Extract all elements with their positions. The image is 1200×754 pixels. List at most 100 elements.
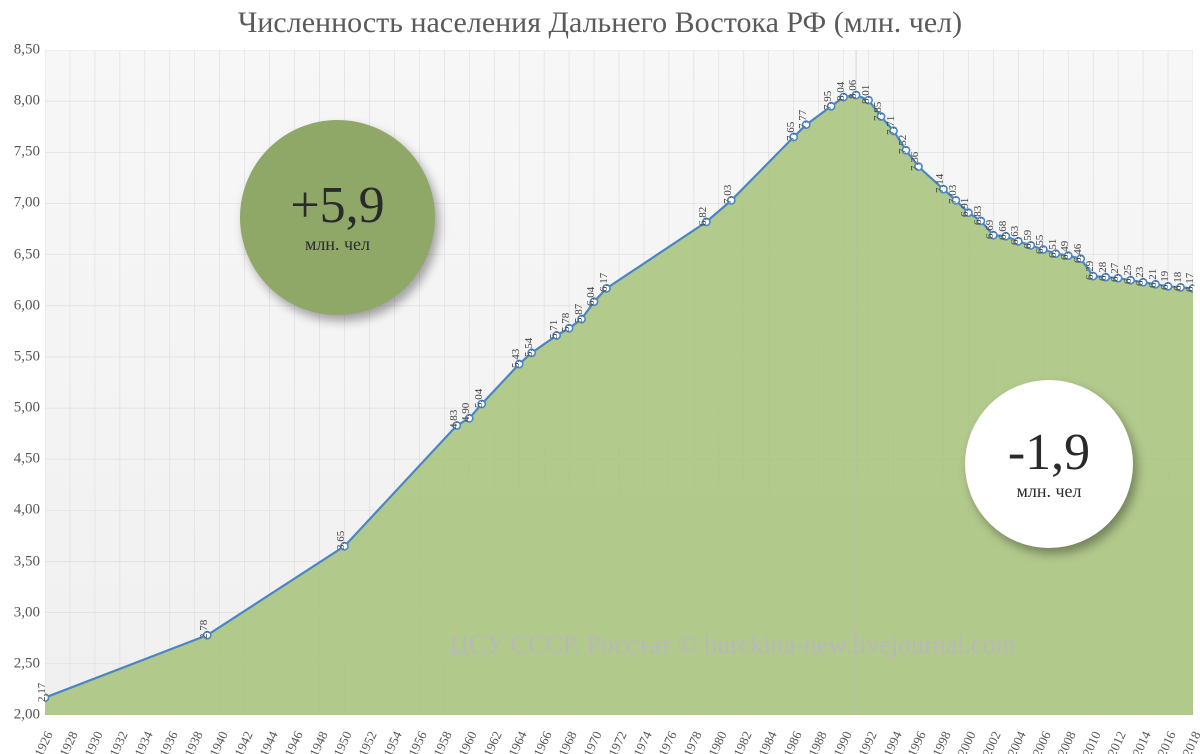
x-tick-label: 1934 (131, 729, 156, 754)
x-tick-label: 1988 (805, 729, 830, 754)
x-tick-label: 2012 (1104, 729, 1129, 754)
gain-value: +5,9 (290, 180, 384, 232)
point-label: 2,78 (198, 620, 210, 639)
point-label: 6,28 (1097, 262, 1109, 281)
point-label: 7,77 (797, 109, 809, 128)
point-label: 7,65 (785, 122, 797, 141)
x-tick-label: 1936 (156, 729, 181, 754)
x-tick-label: 1942 (231, 729, 256, 754)
x-tick-label: 1990 (830, 729, 855, 754)
x-tick-label: 1952 (356, 729, 381, 754)
y-tick-label: 6,50 (0, 246, 40, 263)
plot-area: 2,172,783,654,834,905,045,435,545,715,78… (45, 50, 1193, 715)
x-tick-label: 1954 (381, 729, 406, 754)
x-tick-label: 1958 (430, 729, 455, 754)
x-tick-label: 2014 (1129, 729, 1154, 754)
x-tick-label: 1944 (256, 729, 281, 754)
y-tick-label: 8,00 (0, 93, 40, 110)
x-tick-label: 2018 (1179, 729, 1200, 754)
x-tick-label: 1968 (555, 729, 580, 754)
point-label: 6,19 (1159, 271, 1171, 290)
x-tick-label: 1946 (281, 729, 306, 754)
x-tick-label: 1932 (106, 729, 131, 754)
x-tick-label: 2004 (1004, 729, 1029, 754)
x-tick-label: 1982 (730, 729, 755, 754)
x-tick-label: 1972 (605, 729, 630, 754)
y-tick-label: 7,50 (0, 144, 40, 161)
point-label: 6,68 (997, 221, 1009, 240)
point-label: 8,01 (860, 85, 872, 104)
point-label: 6,23 (1134, 267, 1146, 286)
point-label: 6,51 (1047, 238, 1059, 257)
point-label: 5,04 (473, 389, 485, 408)
point-label: 6,55 (1034, 234, 1046, 253)
point-label: 6,17 (598, 273, 610, 292)
gain-unit: млн. чел (305, 234, 370, 255)
point-label: 5,54 (523, 338, 535, 357)
point-label: 5,43 (510, 349, 522, 368)
x-tick-label: 1998 (930, 729, 955, 754)
x-tick-label: 1930 (81, 729, 106, 754)
gain-badge: +5,9 млн. чел (240, 120, 435, 315)
x-tick-label: 2002 (980, 729, 1005, 754)
point-label: 6,29 (1084, 261, 1096, 280)
x-tick-label: 1950 (331, 729, 356, 754)
point-label: 6,82 (697, 207, 709, 226)
x-tick-label: 2008 (1054, 729, 1079, 754)
y-tick-label: 4,00 (0, 502, 40, 519)
x-tick-label: 1996 (905, 729, 930, 754)
y-tick-label: 5,00 (0, 400, 40, 417)
chart-svg (45, 50, 1193, 715)
point-label: 7,85 (872, 101, 884, 120)
point-label: 6,59 (1022, 230, 1034, 249)
point-label: 7,03 (722, 185, 734, 204)
x-tick-label: 1994 (880, 729, 905, 754)
y-tick-label: 2,50 (0, 655, 40, 672)
x-tick-label: 1976 (655, 729, 680, 754)
x-tick-label: 1960 (455, 729, 480, 754)
point-label: 6,27 (1109, 263, 1121, 282)
chart-title: Численность населения Дальнего Востока Р… (0, 6, 1200, 40)
point-label: 7,71 (885, 116, 897, 135)
point-label: 6,04 (585, 286, 597, 305)
y-tick-label: 3,00 (0, 604, 40, 621)
x-tick-label: 1974 (630, 729, 655, 754)
x-tick-label: 2000 (955, 729, 980, 754)
y-tick-label: 4,50 (0, 451, 40, 468)
point-label: 6,46 (1072, 243, 1084, 262)
point-label: 3,65 (335, 531, 347, 550)
x-tick-label: 1992 (855, 729, 880, 754)
x-tick-label: 1970 (580, 729, 605, 754)
point-label: 7,03 (947, 185, 959, 204)
point-label: 6,25 (1122, 265, 1134, 284)
x-tick-label: 1938 (181, 729, 206, 754)
x-tick-label: 1940 (206, 729, 231, 754)
point-label: 7,52 (897, 135, 909, 154)
y-tick-label: 8,50 (0, 42, 40, 59)
point-label: 6,49 (1059, 240, 1071, 259)
point-label: 6,91 (959, 197, 971, 216)
point-label: 8,06 (847, 80, 859, 99)
point-label: 7,36 (909, 151, 921, 170)
chart-container: Численность населения Дальнего Востока Р… (0, 0, 1200, 754)
x-tick-label: 1978 (680, 729, 705, 754)
point-label: 4,90 (460, 403, 472, 422)
x-tick-label: 2010 (1079, 729, 1104, 754)
point-label: 6,18 (1172, 272, 1184, 291)
point-label: 6,21 (1147, 269, 1159, 288)
x-tick-label: 1962 (480, 729, 505, 754)
point-label: 7,14 (934, 174, 946, 193)
x-tick-label: 1966 (530, 729, 555, 754)
y-tick-label: 7,00 (0, 195, 40, 212)
point-label: 5,71 (548, 320, 560, 339)
x-tick-label: 1928 (56, 729, 81, 754)
y-tick-label: 6,00 (0, 297, 40, 314)
point-label: 6,83 (972, 206, 984, 225)
x-tick-label: 1964 (505, 729, 530, 754)
x-tick-label: 1984 (755, 729, 780, 754)
point-label: 6,17 (1184, 273, 1196, 292)
point-label: 6,63 (1009, 226, 1021, 245)
y-tick-label: 5,50 (0, 348, 40, 365)
point-label: 5,78 (560, 313, 572, 332)
loss-badge: -1,9 млн. чел (965, 380, 1133, 548)
